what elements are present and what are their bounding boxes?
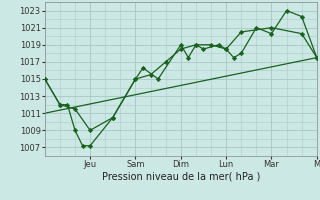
X-axis label: Pression niveau de la mer( hPa ): Pression niveau de la mer( hPa ) xyxy=(102,172,260,182)
